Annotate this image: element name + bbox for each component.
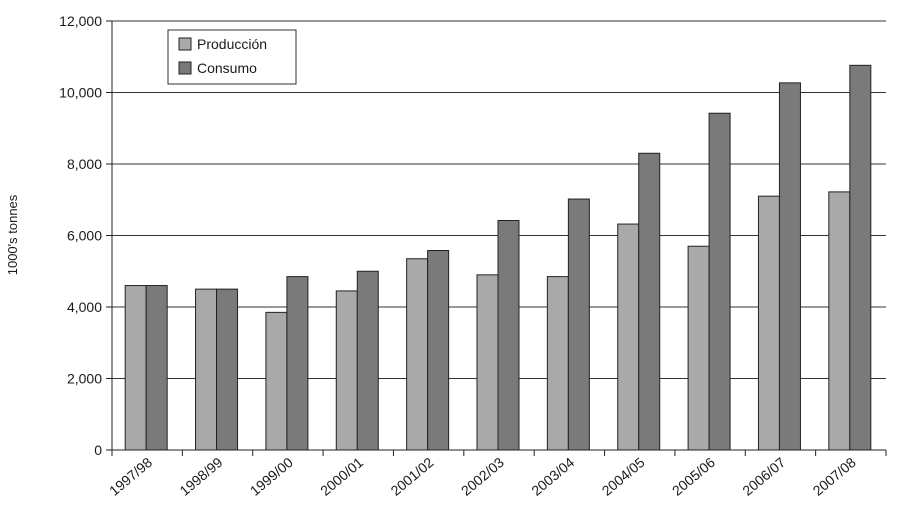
bars: [124, 64, 872, 451]
axes: [106, 20, 887, 456]
x-tick-label: 2004/05: [599, 454, 648, 499]
y-tick-label: 6,000: [67, 228, 102, 244]
x-tick-label: 1999/00: [247, 454, 296, 499]
bar-consumo: [145, 285, 168, 451]
bar-consumo: [638, 152, 661, 451]
legend-swatch-consumo: [178, 61, 192, 75]
bar-produccion: [265, 311, 288, 451]
bar-produccion: [195, 288, 218, 451]
y-tick-label: 0: [94, 442, 102, 458]
bar-produccion: [124, 285, 147, 451]
x-tick-label: 2006/07: [739, 454, 788, 499]
x-tick-label: 2001/02: [388, 454, 437, 499]
y-axis-title: 1000's tonnes: [5, 194, 20, 275]
x-tick-label: 2003/04: [528, 454, 577, 499]
bar-produccion: [687, 245, 710, 451]
x-tick-label: 2005/06: [669, 454, 718, 499]
bar-consumo: [216, 288, 239, 451]
x-tick-label: 2000/01: [317, 454, 366, 499]
bar-consumo: [427, 250, 450, 451]
x-tick-label: 1998/99: [176, 454, 225, 499]
bar-consumo: [567, 198, 590, 451]
bar-consumo: [286, 276, 309, 451]
y-tick-label: 4,000: [67, 299, 102, 315]
bar-produccion: [546, 276, 569, 451]
y-tick-labels: 0 2,000 4,000 6,000 8,000 10,000 12,000: [59, 13, 102, 458]
legend-label-consumo: Consumo: [197, 60, 257, 76]
bar-consumo: [778, 82, 801, 451]
bar-consumo: [356, 270, 379, 451]
bar-produccion: [406, 258, 429, 451]
bar-produccion: [476, 274, 499, 451]
bar-consumo: [849, 64, 872, 451]
bar-consumo: [708, 112, 731, 451]
y-tick-label: 8,000: [67, 156, 102, 172]
y-tick-label: 10,000: [59, 85, 102, 101]
bar-produccion: [828, 191, 851, 451]
x-tick-label: 2007/08: [810, 454, 859, 499]
x-tick-label: 1997/98: [106, 454, 155, 499]
bar-produccion: [335, 290, 358, 451]
x-tick-labels: 1997/98 1998/99 1999/00 2000/01 2001/02 2002/…: [106, 454, 859, 499]
legend-label-produccion: Producción: [197, 36, 267, 52]
legend: Producción Consumo: [167, 29, 297, 85]
legend-swatch-produccion: [178, 37, 192, 51]
bar-produccion: [617, 223, 640, 451]
x-tick-label: 2002/03: [458, 454, 507, 499]
bar-consumo: [497, 219, 520, 451]
bar-produccion: [757, 195, 780, 451]
y-tick-label: 2,000: [67, 371, 102, 387]
y-tick-label: 12,000: [59, 13, 102, 29]
